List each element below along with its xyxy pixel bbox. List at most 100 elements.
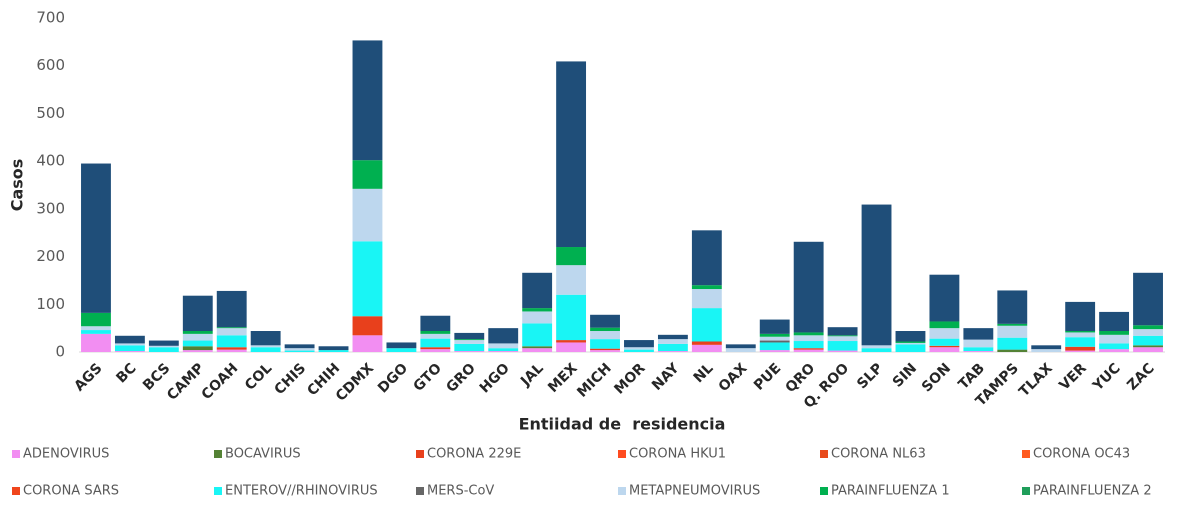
bar-segment (963, 339, 994, 348)
bar-segment (929, 328, 960, 339)
bar-segment (318, 350, 349, 352)
bar-segment (793, 335, 824, 342)
bar-segment (1133, 329, 1163, 336)
bar-segment (624, 340, 654, 348)
bar-segment (216, 335, 247, 348)
legend-swatch (214, 487, 222, 495)
bar-segment (759, 319, 790, 334)
y-tick-label: 200 (36, 247, 65, 265)
bar-segment (216, 290, 247, 328)
bar-segment (691, 289, 722, 309)
bar-segment (454, 332, 485, 340)
legend-label: ENTEROV//RHINOVIRUS (225, 484, 378, 499)
bar-segment (895, 341, 926, 343)
bar-segment (929, 345, 960, 348)
bar-segment (997, 325, 1028, 338)
bar-segment (352, 160, 383, 189)
legend-swatch (416, 450, 424, 458)
x-tick-label: VER (1056, 360, 1090, 394)
bar-segment (114, 335, 145, 344)
x-tick-label: SLP (854, 360, 886, 392)
bar-segment (182, 295, 213, 332)
bar-segment (454, 351, 485, 352)
bar-segment (216, 349, 247, 352)
bar-segment (759, 340, 790, 343)
x-tick-label: COAH (199, 360, 242, 403)
legend-label: PARAINFLUENZA 2 (1033, 484, 1152, 499)
y-tick-label: 100 (36, 295, 65, 313)
y-axis-title: Casos (8, 159, 27, 212)
bar-segment (827, 327, 858, 336)
legend-label: CORONA OC43 (1033, 447, 1130, 462)
x-tick-label: GRO (443, 360, 479, 396)
x-tick-label: COL (242, 360, 275, 393)
bar-segment (691, 230, 722, 286)
bar-segment (488, 343, 519, 349)
bar-segment (1133, 345, 1163, 348)
x-tick-label: SON (919, 360, 954, 395)
bar-segment (657, 351, 688, 352)
bar-segment (1099, 334, 1130, 344)
bar-segment (725, 348, 756, 352)
x-tick-label: CDMX (333, 360, 377, 404)
bar-segment (725, 344, 756, 349)
bar-segment (827, 335, 858, 337)
bar-segment (657, 339, 688, 344)
bar-segment (420, 349, 451, 352)
bar-segment (624, 347, 654, 350)
bar-segment (861, 348, 892, 352)
bar-segment (420, 333, 451, 339)
x-tick-label: BC (113, 360, 139, 386)
bar-segment (1133, 335, 1163, 346)
legend-label: PARAINFLUENZA 1 (831, 484, 950, 499)
bar-segment (997, 337, 1028, 350)
legend-swatch (820, 487, 828, 495)
bar-segment (1065, 350, 1096, 352)
y-tick-label: 400 (36, 152, 65, 170)
bar-segment (522, 348, 553, 352)
bar-segment (929, 338, 960, 346)
y-tick-label: 500 (36, 104, 65, 122)
legend-label: MERS-CoV (427, 484, 494, 499)
x-tick-label: OAX (716, 360, 751, 395)
bar-segment (284, 344, 315, 349)
x-tick-label: NAY (649, 360, 683, 394)
bar-segment (522, 346, 553, 349)
bar-segment (182, 333, 213, 341)
bar-segment (691, 344, 722, 352)
bar-segment (488, 348, 519, 352)
bar-segment (1099, 343, 1130, 350)
bar-segment (590, 350, 620, 352)
bar-segment (793, 348, 824, 350)
bar-segment (1065, 331, 1096, 333)
bar-segment (148, 340, 179, 346)
x-tick-label: CHIS (272, 360, 310, 398)
bar-segment (827, 341, 858, 351)
bar-segment (352, 40, 383, 161)
bar-segment (114, 343, 145, 346)
bar-segment (386, 342, 417, 349)
bar-segment (386, 348, 417, 352)
bar-segment (1133, 272, 1163, 326)
bar-segment (454, 340, 485, 344)
x-tick-label: YUC (1089, 360, 1123, 394)
bar-segment (1099, 311, 1130, 332)
bar-segment (284, 350, 315, 352)
bar-segment (556, 340, 587, 343)
bar-segment (148, 345, 179, 348)
legend-swatch (1022, 487, 1030, 495)
bar-segment (488, 328, 519, 344)
bar-segment (590, 331, 620, 340)
bar-segment (81, 326, 111, 331)
x-tick-label: AGS (71, 360, 105, 394)
bar-segment (216, 328, 247, 336)
bar-segment (420, 331, 451, 334)
x-axis-title: Entiidad de residencia (519, 415, 726, 434)
bar-segment (522, 308, 553, 312)
bar-segment (352, 335, 383, 352)
y-tick-label: 700 (36, 9, 65, 27)
bar-segment (691, 341, 722, 345)
legend-swatch (820, 450, 828, 458)
x-tick-label: TLAX (1016, 360, 1056, 400)
bar-segment (556, 265, 587, 295)
